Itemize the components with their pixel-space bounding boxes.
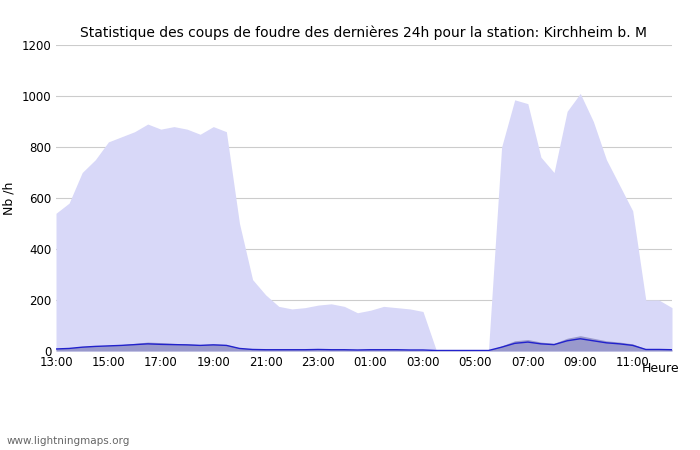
Text: Heure: Heure xyxy=(641,362,679,375)
Title: Statistique des coups de foudre des dernières 24h pour la station: Kirchheim b. : Statistique des coups de foudre des dern… xyxy=(80,25,648,40)
Y-axis label: Nb /h: Nb /h xyxy=(3,181,16,215)
Text: www.lightningmaps.org: www.lightningmaps.org xyxy=(7,436,130,446)
